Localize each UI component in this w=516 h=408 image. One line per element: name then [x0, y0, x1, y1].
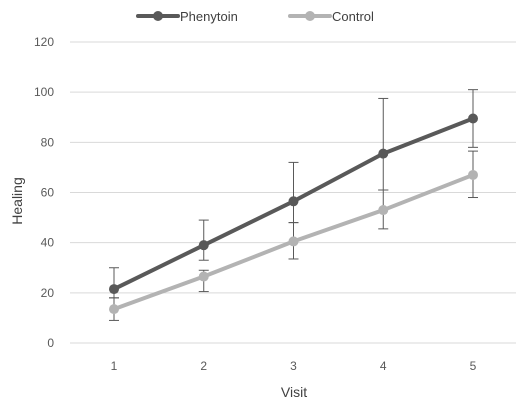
x-axis-ticks: 1 2 3 4 5	[111, 359, 477, 373]
y-axis-title: Healing	[9, 177, 25, 224]
series-group	[109, 89, 478, 321]
data-point-control	[468, 169, 478, 180]
series-phenytoin	[109, 89, 478, 299]
legend-item-control: Control	[288, 9, 374, 24]
legend-marker-control	[305, 11, 315, 21]
data-point-control	[288, 236, 299, 247]
y-axis-ticks: 0 20 40 60 80 100 120	[34, 35, 54, 350]
error-bar-phenytoin	[378, 97, 389, 191]
x-tick-label: 3	[290, 359, 297, 373]
data-point-phenytoin	[109, 284, 119, 295]
data-point-phenytoin	[288, 196, 299, 207]
error-bar-phenytoin	[288, 161, 299, 224]
y-tick-label: 80	[41, 135, 55, 149]
x-tick-label: 4	[380, 359, 387, 373]
x-tick-label: 1	[111, 359, 118, 373]
x-tick-label: 5	[470, 359, 477, 373]
y-tick-label: 60	[41, 186, 55, 200]
series-control	[109, 150, 478, 321]
data-point-control	[198, 271, 209, 282]
y-tick-label: 20	[41, 286, 55, 300]
legend-marker-phenytoin	[153, 11, 163, 21]
data-point-phenytoin	[198, 240, 209, 251]
legend: Phenytoin Control	[136, 9, 374, 24]
data-point-control	[378, 205, 389, 216]
legend-item-phenytoin: Phenytoin	[136, 9, 238, 24]
y-tick-label: 40	[41, 236, 55, 250]
y-tick-label: 0	[47, 336, 54, 350]
legend-label-control: Control	[332, 9, 374, 24]
data-point-phenytoin	[378, 148, 389, 159]
error-bar-phenytoin	[198, 219, 209, 261]
data-point-control	[109, 304, 119, 315]
x-tick-label: 2	[200, 359, 207, 373]
legend-label-phenytoin: Phenytoin	[180, 9, 238, 24]
data-point-phenytoin	[468, 113, 478, 124]
y-tick-label: 100	[34, 85, 54, 99]
y-tick-label: 120	[34, 35, 54, 49]
x-axis-title: Visit	[281, 384, 307, 400]
